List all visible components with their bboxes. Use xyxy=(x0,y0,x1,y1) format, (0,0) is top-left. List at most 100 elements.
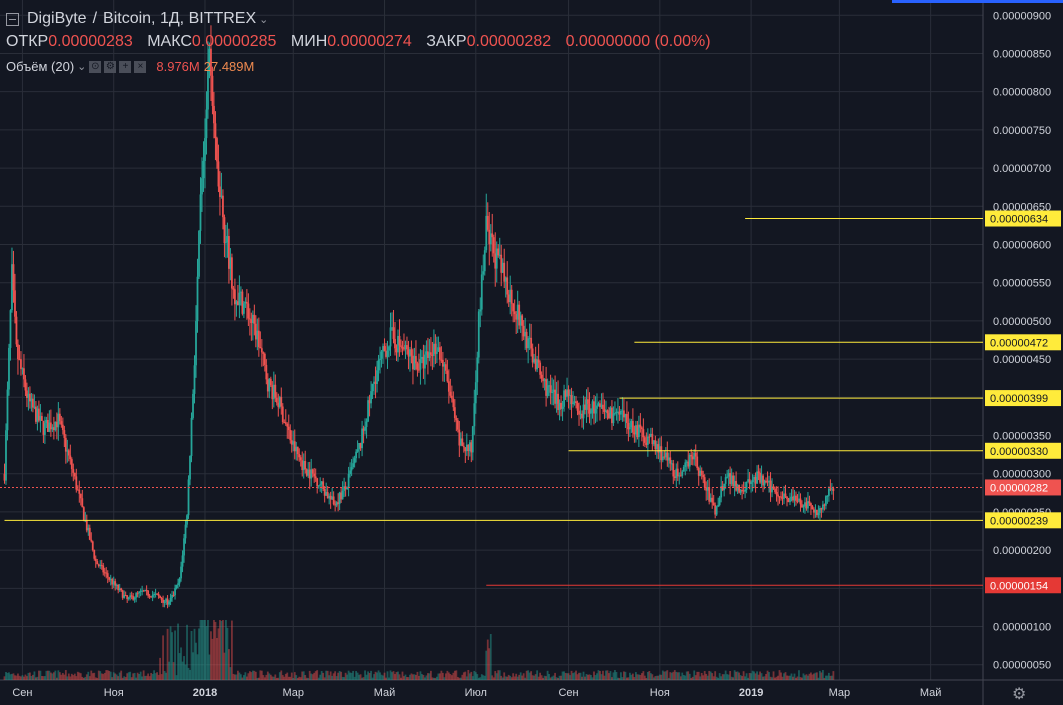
candle-body xyxy=(142,590,145,592)
candle-body xyxy=(383,346,386,351)
volume-bar xyxy=(361,677,363,680)
volume-bar xyxy=(286,672,289,680)
volume-bar xyxy=(723,674,726,680)
volume-bar xyxy=(328,675,331,680)
volume-bar xyxy=(51,673,54,680)
volume-bar xyxy=(489,634,492,680)
candle-body xyxy=(308,469,311,479)
volume-bar xyxy=(329,671,332,680)
candle-body xyxy=(166,598,169,605)
volume-bar xyxy=(703,671,706,680)
candle-body xyxy=(572,402,574,405)
candle-body xyxy=(468,442,471,452)
volume-bar xyxy=(634,672,637,680)
candle-body xyxy=(304,460,307,470)
eye-icon[interactable]: ⊙ xyxy=(89,60,102,73)
volume-bar xyxy=(793,673,796,680)
collapse-icon[interactable] xyxy=(6,12,19,26)
candle-body xyxy=(416,363,419,370)
volume-bar xyxy=(374,671,377,680)
candle-body xyxy=(334,504,337,506)
candle-body xyxy=(269,378,272,386)
candle-body xyxy=(115,585,118,587)
price-label-text: 0.00000634 xyxy=(990,214,1048,226)
y-tick-label: 0.00000450 xyxy=(993,354,1051,366)
gear-icon[interactable]: ⚙ xyxy=(104,60,117,73)
volume-bar xyxy=(664,671,667,680)
x-tick-label: 2019 xyxy=(739,687,763,699)
candle-body xyxy=(470,442,473,453)
candle-body xyxy=(627,422,630,430)
volume-bar xyxy=(461,674,464,680)
volume-bar xyxy=(585,674,588,680)
candle-body xyxy=(501,262,504,273)
volume-bar xyxy=(504,676,507,680)
candle-body xyxy=(581,413,583,419)
volume-bar xyxy=(61,673,64,680)
candle-body xyxy=(763,480,766,486)
y-tick-label: 0.00000700 xyxy=(993,163,1051,175)
volume-bar xyxy=(527,670,530,680)
candle-body xyxy=(612,413,615,424)
candle-body xyxy=(807,501,809,509)
candle-body xyxy=(492,237,495,254)
volume-bar xyxy=(627,677,630,680)
candle-body xyxy=(85,520,88,531)
volume-bar xyxy=(444,673,447,680)
candle-body xyxy=(413,356,416,370)
volume-bar xyxy=(829,675,832,680)
volume-bar xyxy=(316,670,319,680)
candle-body xyxy=(453,407,456,419)
candle-body xyxy=(497,248,500,256)
volume-bar xyxy=(88,676,91,680)
candle-body xyxy=(805,502,808,509)
candle-body xyxy=(319,484,322,486)
close-icon[interactable]: × xyxy=(134,60,147,73)
candle-body xyxy=(157,594,160,596)
candle-body xyxy=(135,593,138,598)
candle-body xyxy=(374,381,377,384)
volume-bar xyxy=(54,670,57,680)
candle-body xyxy=(657,444,660,453)
volume-bar xyxy=(530,671,533,680)
chevron-down-icon[interactable]: ⌄ xyxy=(259,13,269,26)
volume-bar xyxy=(45,670,48,680)
volume-bar xyxy=(491,675,494,680)
volume-bar xyxy=(561,671,564,680)
candle-body xyxy=(474,382,477,404)
volume-bar xyxy=(563,671,565,680)
candle-body xyxy=(540,374,543,379)
volume-bar xyxy=(813,673,815,680)
volume-bar xyxy=(658,674,661,680)
volume-bar xyxy=(55,677,58,680)
plus-icon[interactable]: + xyxy=(119,60,132,73)
candle-body xyxy=(462,446,465,448)
volume-bar xyxy=(421,674,423,680)
y-tick-label: 0.00000300 xyxy=(993,469,1051,481)
volume-bar xyxy=(615,672,618,680)
volume-label[interactable]: Объём (20) xyxy=(6,59,75,74)
volume-bar xyxy=(435,676,438,680)
settings-gear-icon[interactable]: ⚙ xyxy=(1012,686,1027,703)
volume-bar xyxy=(57,670,60,680)
candle-body xyxy=(636,425,639,438)
candle-body xyxy=(729,473,732,484)
volume-bar xyxy=(434,677,437,680)
volume-bar xyxy=(26,676,28,680)
candle-body xyxy=(542,378,545,382)
candle-body xyxy=(605,410,607,412)
volume-bar xyxy=(443,677,446,680)
volume-bar xyxy=(415,674,417,680)
symbol-name[interactable]: DigiByte xyxy=(27,10,87,27)
y-tick-label: 0.00000050 xyxy=(993,660,1051,672)
volume-bar xyxy=(827,672,830,680)
volume-bar xyxy=(382,675,384,680)
volume-bar xyxy=(177,623,179,680)
volume-bar xyxy=(714,671,717,680)
volume-chevron-down-icon[interactable]: ⌄ xyxy=(77,61,87,73)
volume-bar xyxy=(380,674,383,680)
symbol-quote[interactable]: Bitcoin, 1Д, BITTREX xyxy=(103,10,257,27)
candle-body xyxy=(225,242,227,244)
